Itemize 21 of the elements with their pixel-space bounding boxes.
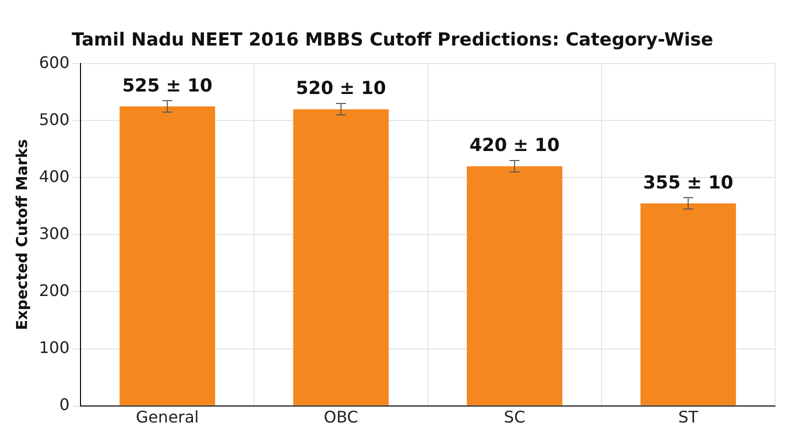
y-tick-label: 0 bbox=[59, 394, 70, 414]
y-axis-title: Expected Cutoff Marks bbox=[12, 139, 31, 330]
data-label: 355 ± 10 bbox=[643, 172, 734, 194]
y-tick-label: 100 bbox=[38, 338, 70, 357]
x-tick-label: General bbox=[136, 408, 199, 427]
x-tick-label: SC bbox=[504, 408, 526, 427]
y-tick-label: 500 bbox=[38, 110, 70, 129]
bar bbox=[466, 166, 562, 406]
bar bbox=[640, 203, 736, 406]
chart-title: Tamil Nadu NEET 2016 MBBS Cutoff Predictions: Category-Wise bbox=[72, 29, 714, 50]
y-tick-label: 400 bbox=[38, 166, 70, 186]
data-label: 525 ± 10 bbox=[122, 75, 212, 96]
y-tick-label: 200 bbox=[38, 280, 70, 300]
bar bbox=[120, 106, 216, 406]
y-tick-label: 300 bbox=[38, 224, 70, 243]
data-label: 520 ± 10 bbox=[296, 78, 386, 100]
x-tick-label: OBC bbox=[324, 408, 358, 427]
x-tick-label: ST bbox=[678, 408, 698, 427]
bar bbox=[293, 109, 389, 406]
y-tick-label: 600 bbox=[38, 52, 70, 72]
data-label: 420 ± 10 bbox=[469, 135, 560, 156]
